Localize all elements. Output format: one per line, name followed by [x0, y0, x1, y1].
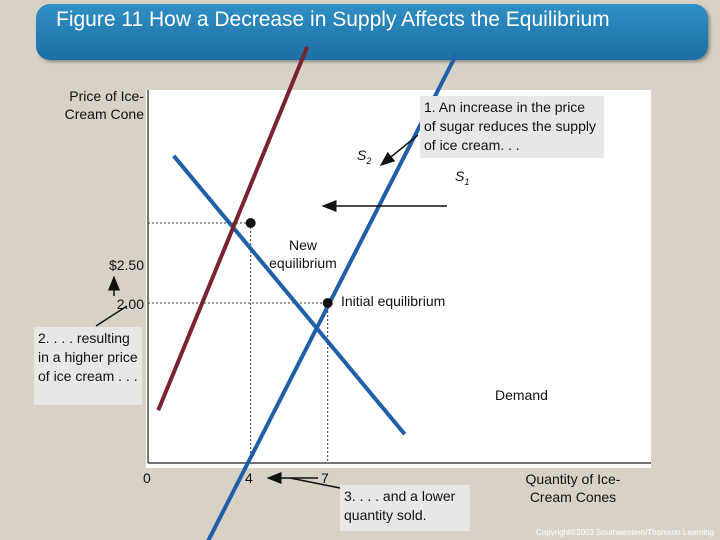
copyright-text: Copyright©2003 Southwestern/Thomson Lear…: [536, 528, 714, 537]
s2-label-sub: 2: [366, 155, 372, 166]
x-tick-label-7: 7: [321, 470, 329, 486]
s1-label-sub: 1: [464, 176, 470, 187]
series-line-demand: [172, 154, 407, 436]
page-title: Figure 11 How a Decrease in Supply Affec…: [56, 8, 610, 31]
arrow-note2-pointer: [95, 305, 128, 327]
equilibrium-point-0: [245, 218, 256, 228]
x-origin-label: 0: [143, 470, 151, 486]
y-axis-label: Price of Ice-Cream Cone: [64, 88, 144, 122]
annotation-note-3: 3. . . . and a lower quantity sold.: [340, 485, 470, 531]
s2-label-text: S: [357, 147, 367, 163]
series-line-s2: [156, 46, 310, 411]
annotation-note-2: 2. . . . resulting in a higher price of …: [34, 327, 142, 405]
demand-label: Demand: [495, 387, 548, 403]
y-tick-label-low: 2.00: [116, 296, 144, 312]
annotation-note-1: 1. An increase in the price of sugar red…: [420, 96, 604, 158]
x-axis-label: Quantity of Ice-Cream Cones: [525, 471, 621, 505]
s1-label-text: S: [455, 168, 465, 184]
arrow-note3-pointer: [289, 477, 341, 489]
s1-label: S1: [455, 167, 469, 191]
series-line-s1: [206, 54, 458, 540]
y-tick-label-high: $2.50: [108, 257, 144, 273]
arrow-note1-to-s2: [379, 134, 419, 166]
title-bar: Figure 11 How a Decrease in Supply Affec…: [0, 0, 720, 66]
equilibrium-point-1: [322, 298, 333, 308]
title-pill: [36, 4, 708, 60]
s2-label: S2: [357, 146, 371, 170]
initial-equilibrium-label: Initial equilibrium: [341, 293, 446, 309]
new-equilibrium-label: New equilibrium: [269, 237, 337, 271]
x-tick-label-4: 4: [245, 470, 253, 486]
